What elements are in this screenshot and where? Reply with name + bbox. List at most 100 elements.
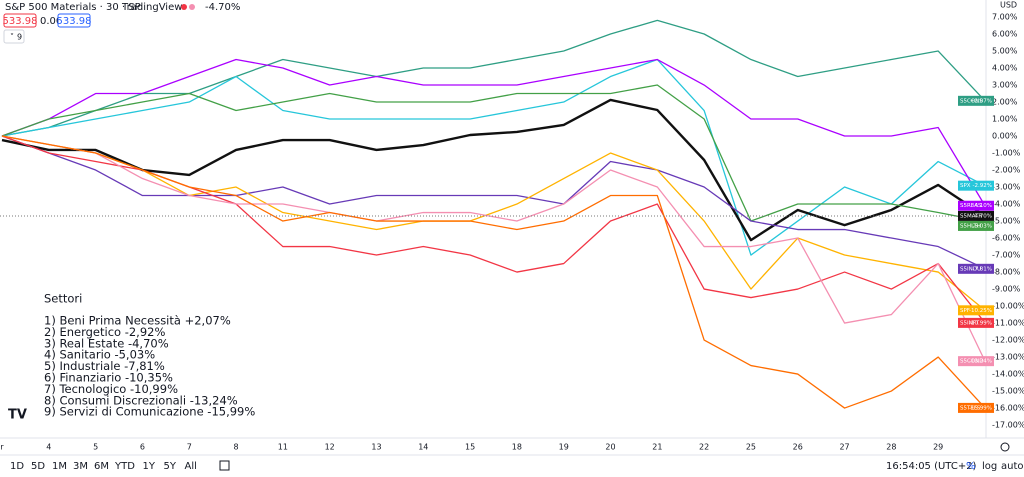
series-tag-name: S5TELS: [960, 405, 981, 411]
y-tick-label: 4.00%: [992, 64, 1018, 73]
y-tick-label: 7.00%: [992, 13, 1018, 22]
series-tag-name: S5MATR: [960, 213, 982, 219]
series-tag: [958, 210, 994, 221]
y-tick-label: -10.00%: [992, 302, 1024, 311]
y-tick-label: -14.00%: [992, 370, 1024, 379]
percent-toggle[interactable]: %: [966, 461, 976, 472]
series-line: [1, 135, 986, 362]
y-tick-label: -1.00%: [992, 149, 1021, 158]
range-button[interactable]: YTD: [114, 461, 135, 472]
annotation-title: Settori: [44, 292, 82, 306]
y-tick-label: -11.00%: [992, 319, 1024, 328]
annotation-line: 3) Real Estate -4,70%: [44, 336, 169, 350]
y-tick-label: -9.00%: [992, 285, 1021, 294]
series-tag-value: -5.03%: [973, 223, 992, 229]
series-tag: [958, 220, 994, 231]
range-button[interactable]: 1M: [52, 461, 67, 472]
series-line: [1, 58, 986, 207]
y-tick-label: 3.00%: [992, 81, 1018, 90]
symbol: S&P 500 Materials · 30 · SP: [5, 2, 141, 13]
series-tag-name: S5HLTH: [960, 223, 981, 229]
x-tick-label: 7: [187, 443, 192, 452]
close: 533.98: [57, 16, 92, 27]
series-tag-name: S5COND: [960, 359, 984, 365]
series-tag-name: S5INDU: [960, 266, 981, 272]
series-tag-name: S5INFT: [960, 320, 980, 326]
x-tick-label: 12: [325, 443, 335, 452]
x-tick-label: r: [0, 443, 4, 452]
annotation-line: 1) Beni Prima Necessità +2,07%: [44, 314, 231, 328]
y-tick-label: -8.00%: [992, 268, 1021, 277]
indicator-toggle[interactable]: [3, 29, 25, 44]
x-tick-label: 20: [605, 443, 615, 452]
range-button[interactable]: 3M: [73, 461, 88, 472]
price-box: [57, 13, 91, 28]
change: -4.70%: [205, 2, 240, 13]
y-tick-label: -3.00%: [992, 183, 1021, 192]
range-button[interactable]: 5Y: [164, 461, 177, 472]
x-tick-label: 14: [418, 443, 428, 452]
series-tag-value: -10.25%: [969, 308, 992, 314]
y-tick-label: 5.00%: [992, 47, 1018, 56]
compare-icon[interactable]: [219, 460, 230, 471]
x-tick-label: 15: [465, 443, 475, 452]
y-tick-label: 2.00%: [992, 98, 1018, 107]
settings-icon[interactable]: [1000, 442, 1010, 452]
range-button[interactable]: 1D: [10, 461, 24, 472]
x-tick-label: 18: [512, 443, 522, 452]
auto-toggle[interactable]: auto: [1001, 461, 1024, 472]
x-tick-label: 25: [746, 443, 756, 452]
y-tick-label: -6.00%: [992, 234, 1021, 243]
series-line: [1, 98, 986, 242]
series-tag-name: SPX: [960, 183, 971, 189]
x-tick-label: 21: [652, 443, 662, 452]
x-tick-label: 27: [839, 443, 849, 452]
x-tick-label: 8: [234, 443, 239, 452]
clock: 16:54:05 (UTC+2): [886, 461, 977, 472]
series-tag-value: -13.24%: [969, 359, 992, 365]
series-tag: [958, 180, 994, 191]
source: TradingView: [121, 2, 182, 13]
y-tick-label: 0.00%: [992, 132, 1018, 141]
range-button[interactable]: 6M: [94, 461, 109, 472]
y-tick-label: -12.00%: [992, 336, 1024, 345]
annotation-line: 7) Tecnologico -10,99%: [44, 382, 178, 396]
currency: USD: [1000, 1, 1017, 10]
series-tag: [958, 356, 994, 367]
series-tag-value: -2.92%: [973, 183, 992, 189]
logo: TV: [8, 408, 27, 423]
annotation-line: 4) Sanitario -5,03%: [44, 348, 155, 362]
x-tick-label: 11: [278, 443, 288, 452]
y-tick-label: -15.00%: [992, 387, 1024, 396]
series-tag-value: +2.07%: [970, 98, 992, 104]
series-tag: [958, 305, 994, 316]
range-button[interactable]: 1Y: [143, 461, 156, 472]
y-tick-label: 6.00%: [992, 30, 1018, 39]
log-toggle[interactable]: log: [982, 461, 997, 472]
range-button[interactable]: All: [185, 461, 197, 472]
annotation-line: 8) Consumi Discrezionali -13,24%: [44, 393, 238, 407]
indicator-count: 9: [17, 33, 22, 42]
caret: ˅: [10, 33, 14, 42]
series-tag: [958, 95, 994, 106]
y-tick-label: -4.00%: [992, 200, 1021, 209]
annotation-line: 2) Energetico -2,92%: [44, 325, 165, 339]
series-tag: [958, 402, 994, 413]
x-tick-label: 22: [699, 443, 709, 452]
y-tick-label: -17.00%: [992, 421, 1024, 430]
series-line: [1, 135, 986, 311]
series-tag-value: -4.10%: [973, 203, 992, 209]
dot: [189, 4, 195, 10]
y-tick-label: -5.00%: [992, 217, 1021, 226]
series-tag-value: -7.81%: [973, 266, 992, 272]
annotation-line: 6) Finanziario -10,35%: [44, 371, 173, 385]
series-tag-value: -4.70%: [973, 213, 992, 219]
y-tick-label: -16.00%: [992, 404, 1024, 413]
y-tick-label: -13.00%: [992, 353, 1024, 362]
range-button[interactable]: 5D: [31, 461, 45, 472]
series-tag-value: -15.99%: [969, 405, 992, 411]
series-tag: [958, 317, 994, 328]
annotation-line: 9) Servizi di Comunicazione -15,99%: [44, 405, 255, 419]
price-box: [3, 13, 37, 28]
